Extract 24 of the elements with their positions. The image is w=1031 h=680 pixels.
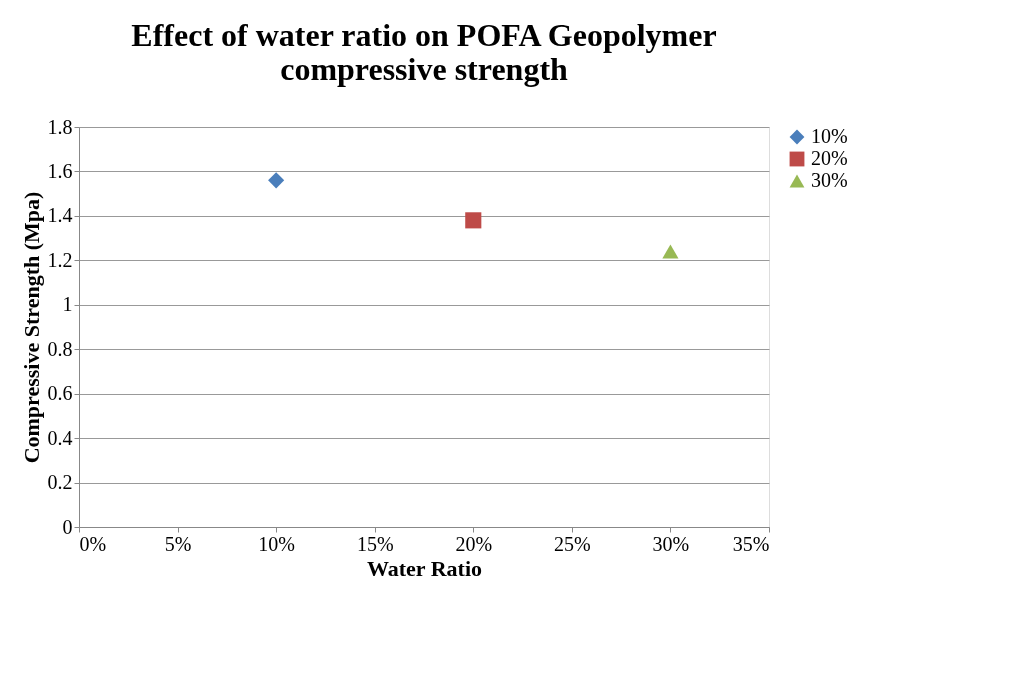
- x-axis-title: Water Ratio: [366, 555, 483, 581]
- x-tick-label: 5%: [164, 532, 192, 555]
- y-tick-label: 0.2: [47, 471, 73, 494]
- y-tick-label: 0.4: [47, 426, 73, 449]
- x-tick-label: 35%: [732, 532, 770, 555]
- x-tick-label: 15%: [356, 532, 394, 555]
- x-tick-label: 0%: [79, 532, 107, 555]
- x-tick-label: 30%: [652, 532, 690, 555]
- y-tick-label: 1.4: [47, 204, 73, 227]
- legend-label: 20%: [811, 147, 848, 169]
- legend-label: 10%: [811, 125, 848, 147]
- y-tick-label: 0.8: [47, 337, 73, 360]
- y-tick-label: 1: [62, 293, 73, 316]
- y-tick-label: 1.6: [47, 159, 73, 182]
- y-tick-label: 1.8: [47, 115, 73, 138]
- y-tick-label: 0.6: [47, 382, 73, 405]
- y-axis-title: Compressive Strength (Mpa): [18, 191, 44, 464]
- x-tick-label: 10%: [258, 532, 295, 555]
- legend-label: 30%: [811, 169, 848, 191]
- chart-title: Effect of water ratio on POFA Geopolymer compressive strength: [131, 17, 717, 87]
- y-tick-label: 1.2: [47, 248, 73, 271]
- x-tick-label: 25%: [554, 532, 591, 555]
- x-tick-label: 20%: [455, 532, 493, 555]
- y-tick-label: 0: [62, 515, 73, 538]
